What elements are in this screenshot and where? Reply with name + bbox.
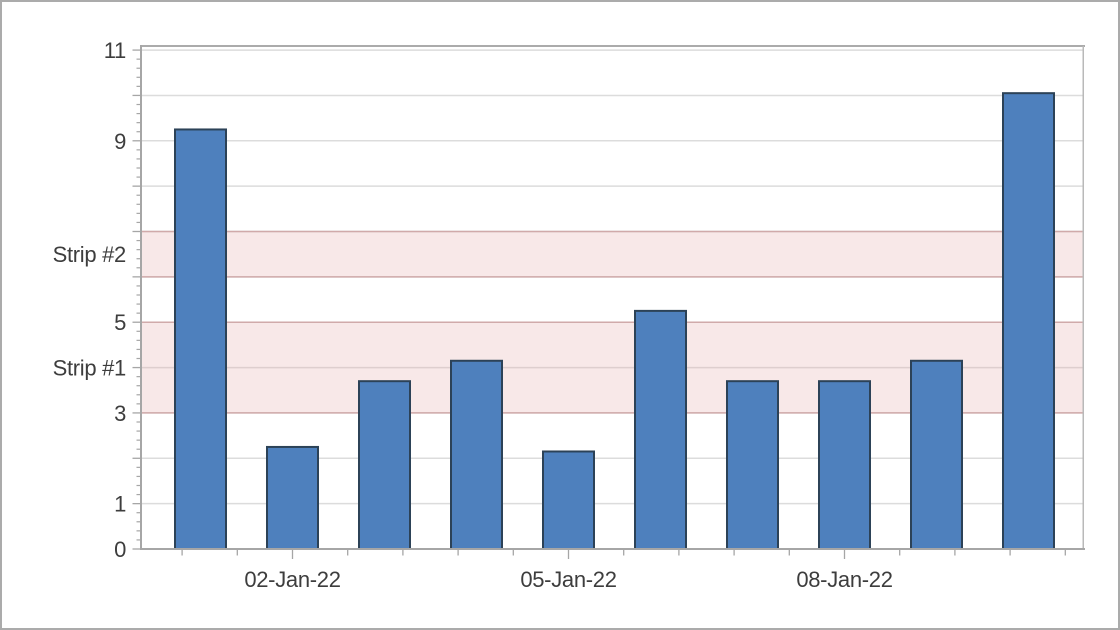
bar-06-jan-22[interactable] (634, 309, 687, 550)
strip-band-strip-2 (142, 231, 1083, 277)
y-axis-label-1: 1 (114, 492, 126, 517)
y-axis-label-0: 0 (114, 537, 126, 562)
x-axis-label-02-jan-22: 02-Jan-22 (244, 567, 340, 592)
x-axis-label-08-jan-22: 08-Jan-22 (796, 567, 892, 592)
y-axis-label-strip-1: Strip #1 (53, 356, 126, 381)
bar-04-jan-22[interactable] (450, 359, 503, 551)
bar-01-jan-22[interactable] (174, 128, 227, 551)
y-axis-label-11: 11 (104, 38, 126, 63)
bar-10-jan-22[interactable] (1002, 92, 1055, 551)
y-axis-label-9: 9 (114, 129, 126, 154)
bar-08-jan-22[interactable] (818, 380, 871, 551)
bar-05-jan-22[interactable] (542, 450, 595, 550)
y-axis-label-3: 3 (114, 401, 126, 426)
bar-09-jan-22[interactable] (910, 359, 963, 551)
bar-03-jan-22[interactable] (358, 380, 411, 551)
bar-07-jan-22[interactable] (726, 380, 779, 551)
x-axis-label-05-jan-22: 05-Jan-22 (520, 567, 616, 592)
y-axis-label-5: 5 (114, 310, 126, 335)
bar-02-jan-22[interactable] (266, 445, 319, 551)
y-axis-label-strip-2: Strip #2 (53, 242, 126, 267)
